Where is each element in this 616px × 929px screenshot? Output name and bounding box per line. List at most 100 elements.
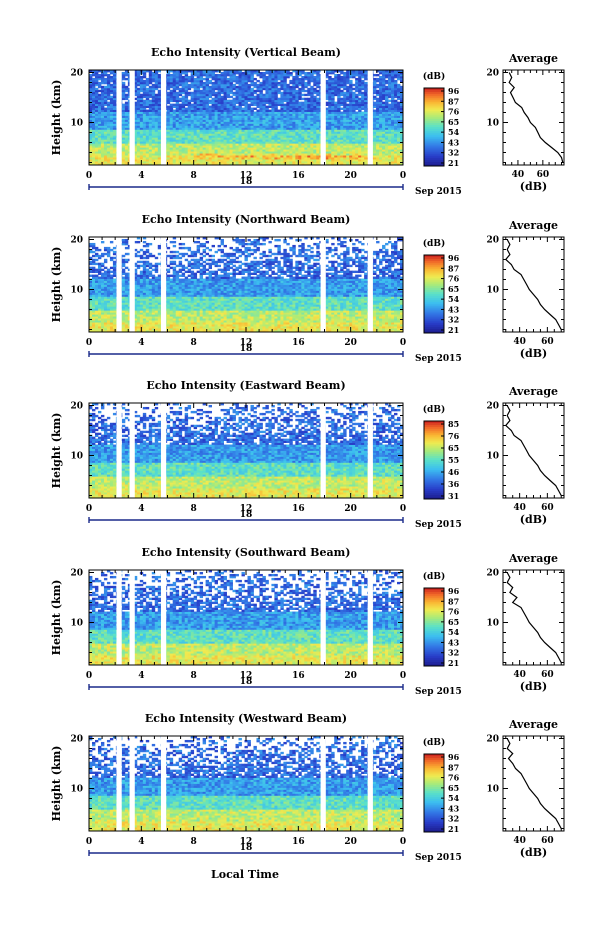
heatmap-cell xyxy=(250,145,254,148)
heatmap-cell xyxy=(265,125,269,128)
heatmap-cell xyxy=(136,115,141,118)
heatmap-cell xyxy=(100,115,105,118)
heatmap-cell xyxy=(121,145,126,148)
heatmap-cell xyxy=(193,103,198,107)
heatmap-cell xyxy=(304,157,308,160)
heatmap-cell xyxy=(325,115,329,118)
heatmap-cell xyxy=(217,109,221,112)
heatmap-cell xyxy=(205,127,210,130)
heatmap-cell xyxy=(238,115,242,118)
heatmap-cell xyxy=(349,121,353,124)
heatmap-cell xyxy=(313,163,317,166)
heatmap-cell xyxy=(121,127,126,130)
heatmap-cell xyxy=(343,109,347,112)
heatmap-cell xyxy=(352,151,356,154)
heatmap-cell xyxy=(304,105,308,109)
heatmap-cell xyxy=(217,103,221,107)
heatmap-cell xyxy=(142,111,147,114)
heatmap-cell xyxy=(217,95,221,99)
heatmap-cell xyxy=(253,113,257,116)
heatmap-cell xyxy=(286,101,290,105)
heatmap-cell xyxy=(241,133,245,136)
heatmap-cell xyxy=(175,133,180,136)
heatmap-cell xyxy=(307,107,311,110)
heatmap-cell xyxy=(208,141,213,144)
heatmap-cell xyxy=(100,125,105,128)
heatmap-cell xyxy=(199,163,204,166)
heatmap-cell xyxy=(274,157,278,160)
heatmap-cell xyxy=(316,149,320,152)
heatmap-cell xyxy=(295,107,299,110)
heatmap-cell xyxy=(277,87,281,91)
heatmap-cell xyxy=(337,135,341,138)
heatmap-cell xyxy=(208,151,213,154)
heatmap-cell xyxy=(202,127,207,130)
heatmap-cell xyxy=(166,107,171,110)
heatmap-cell xyxy=(172,117,177,120)
heatmap-cell xyxy=(214,95,218,99)
heatmap-cell xyxy=(202,115,207,118)
heatmap-cell xyxy=(232,149,236,152)
heatmap-cell xyxy=(355,77,359,81)
heatmap-cell xyxy=(280,107,284,110)
heatmap-cell xyxy=(355,143,359,146)
heatmap-cell xyxy=(352,163,356,166)
heatmap-cell xyxy=(304,159,308,162)
heatmap-cell xyxy=(283,133,287,136)
heatmap-cell xyxy=(196,119,201,122)
heatmap-cell xyxy=(244,93,248,97)
heatmap-cell xyxy=(364,135,368,138)
heatmap-cell xyxy=(235,163,239,166)
heatmap-cell xyxy=(100,111,105,114)
heatmap-cell xyxy=(94,135,99,138)
heatmap-cell xyxy=(286,99,290,103)
heatmap-cell xyxy=(316,99,320,103)
heatmap-cell xyxy=(358,115,362,118)
average-title: Average xyxy=(508,52,558,65)
heatmap-cell xyxy=(337,101,341,105)
heatmap-cell xyxy=(178,123,183,126)
heatmap-cell xyxy=(244,123,248,126)
heatmap-cell xyxy=(89,157,93,160)
heatmap-cell xyxy=(358,117,362,120)
heatmap-cell xyxy=(286,141,290,144)
heatmap-cell xyxy=(145,145,150,148)
heatmap-cell xyxy=(139,103,144,107)
heatmap-cell xyxy=(382,123,386,126)
heatmap-cell xyxy=(97,121,102,124)
heatmap-cell xyxy=(388,103,392,107)
heatmap-cell xyxy=(307,71,311,75)
heatmap-cell xyxy=(289,129,293,132)
heatmap-cell xyxy=(235,131,239,134)
heatmap-cell xyxy=(217,151,221,154)
heatmap-cell xyxy=(256,93,260,97)
heatmap-cell xyxy=(157,151,162,154)
heatmap-cell xyxy=(178,107,183,110)
heatmap-cell xyxy=(181,159,186,162)
heatmap-cell xyxy=(193,153,198,156)
heatmap-cell xyxy=(136,87,141,91)
heatmap-cell xyxy=(355,159,359,162)
heatmap-cell xyxy=(238,133,242,136)
heatmap-cell xyxy=(154,121,159,124)
heatmap-cell xyxy=(340,129,344,132)
heatmap-cell xyxy=(229,123,233,126)
heatmap-cell xyxy=(100,113,105,116)
heatmap-cell xyxy=(208,107,213,110)
heatmap-cell xyxy=(262,153,266,156)
x-tick-label: 20 xyxy=(344,171,357,181)
heatmap-cell xyxy=(148,125,153,128)
heatmap-cell xyxy=(109,127,114,130)
heatmap-cell xyxy=(229,107,233,110)
heatmap-cell xyxy=(106,151,111,154)
heatmap-cell xyxy=(208,79,213,83)
heatmap-cell xyxy=(313,145,317,148)
heatmap-cell xyxy=(211,163,215,166)
heatmap-cell xyxy=(379,149,383,152)
heatmap-cell xyxy=(352,153,356,156)
heatmap-cell xyxy=(382,133,386,136)
heatmap-cell xyxy=(301,119,305,122)
heatmap-cell xyxy=(190,127,195,130)
heatmap-cell xyxy=(304,101,308,105)
heatmap-cell xyxy=(211,153,215,156)
